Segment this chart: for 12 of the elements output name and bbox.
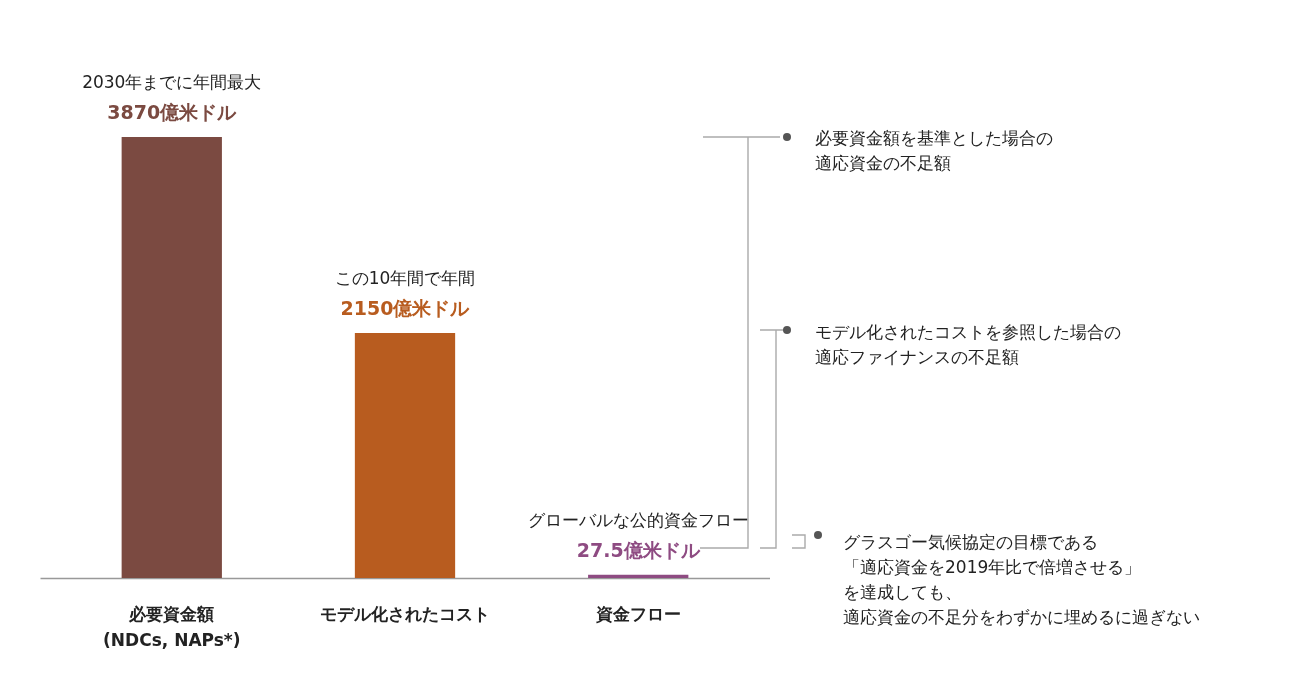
text: グラスゴー気候協定の目標である「適応資金を2019年比で倍増させる」を達成しても、適応資金の不足分をわずかに埋めるに過ぎない	[843, 531, 1200, 629]
x-tick-label: 必要資金額 (NDCs, NAPs*)	[103, 603, 241, 650]
annotation: 2030年までに年間最大	[82, 72, 262, 92]
x-tick-label: 資金フロー	[594, 603, 681, 624]
text: モデル化されたコストを参照した場合の適応ファイナンスの不足額	[815, 321, 1121, 369]
x-tick-label: モデル化されたコスト	[320, 603, 490, 624]
annotation: グローバルな公的資金フロー	[527, 509, 749, 530]
annotation: この10年間で年間	[334, 268, 476, 288]
data-label: 2150億米ドル	[340, 297, 471, 319]
text: 必要資金額を基準とした場合の適応資金の不足額	[815, 127, 1053, 175]
data-label: 27.5億米ドル	[576, 538, 701, 561]
data-label: 3870億米ドル	[107, 101, 238, 123]
